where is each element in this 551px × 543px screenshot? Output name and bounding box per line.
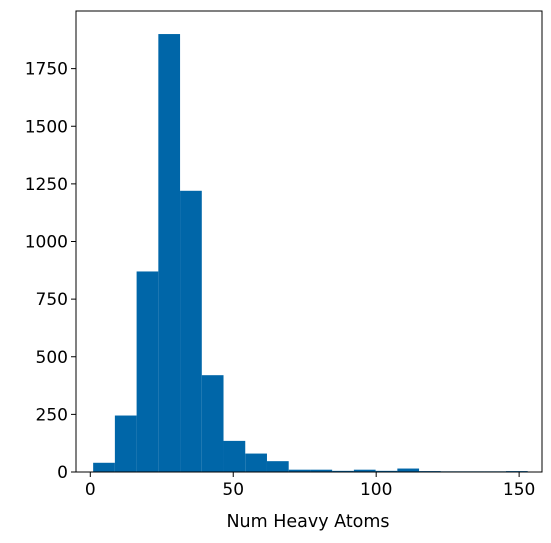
histogram-bar [353,469,376,472]
y-tick-label: 500 [36,348,68,368]
histogram-bar [332,470,354,472]
y-axis-ticks: 0 250 500 750 1000 1250 1500 1750 [25,60,76,483]
y-tick-label: 0 [57,463,68,483]
y-tick-label: 250 [36,405,68,425]
y-tick-label: 1250 [25,175,68,195]
x-tick-label: 50 [222,480,244,500]
histogram-bar [114,415,137,472]
x-axis-label: Num Heavy Atoms [226,512,389,532]
x-axis-ticks: 0 50 100 150 [85,472,535,500]
histogram-bar [266,461,289,472]
histogram-bar [397,468,420,472]
histogram-bars [93,34,528,473]
y-tick-label: 1500 [25,117,68,137]
histogram-bar [288,469,311,472]
y-tick-label: 750 [36,290,68,310]
x-tick-label: 100 [360,480,392,500]
histogram-bar [93,462,115,472]
x-tick-label: 0 [85,480,96,500]
y-tick-label: 1000 [25,233,68,253]
histogram-bar [158,34,181,473]
histogram-bar [201,375,224,472]
histogram-bar [245,453,267,472]
x-tick-label: 150 [503,480,535,500]
y-tick-label: 1750 [25,60,68,80]
histogram-bar [223,440,246,472]
histogram-bar [310,469,333,472]
histogram-bar [375,470,398,472]
histogram-bar [136,271,159,472]
histogram-bar [180,190,202,473]
